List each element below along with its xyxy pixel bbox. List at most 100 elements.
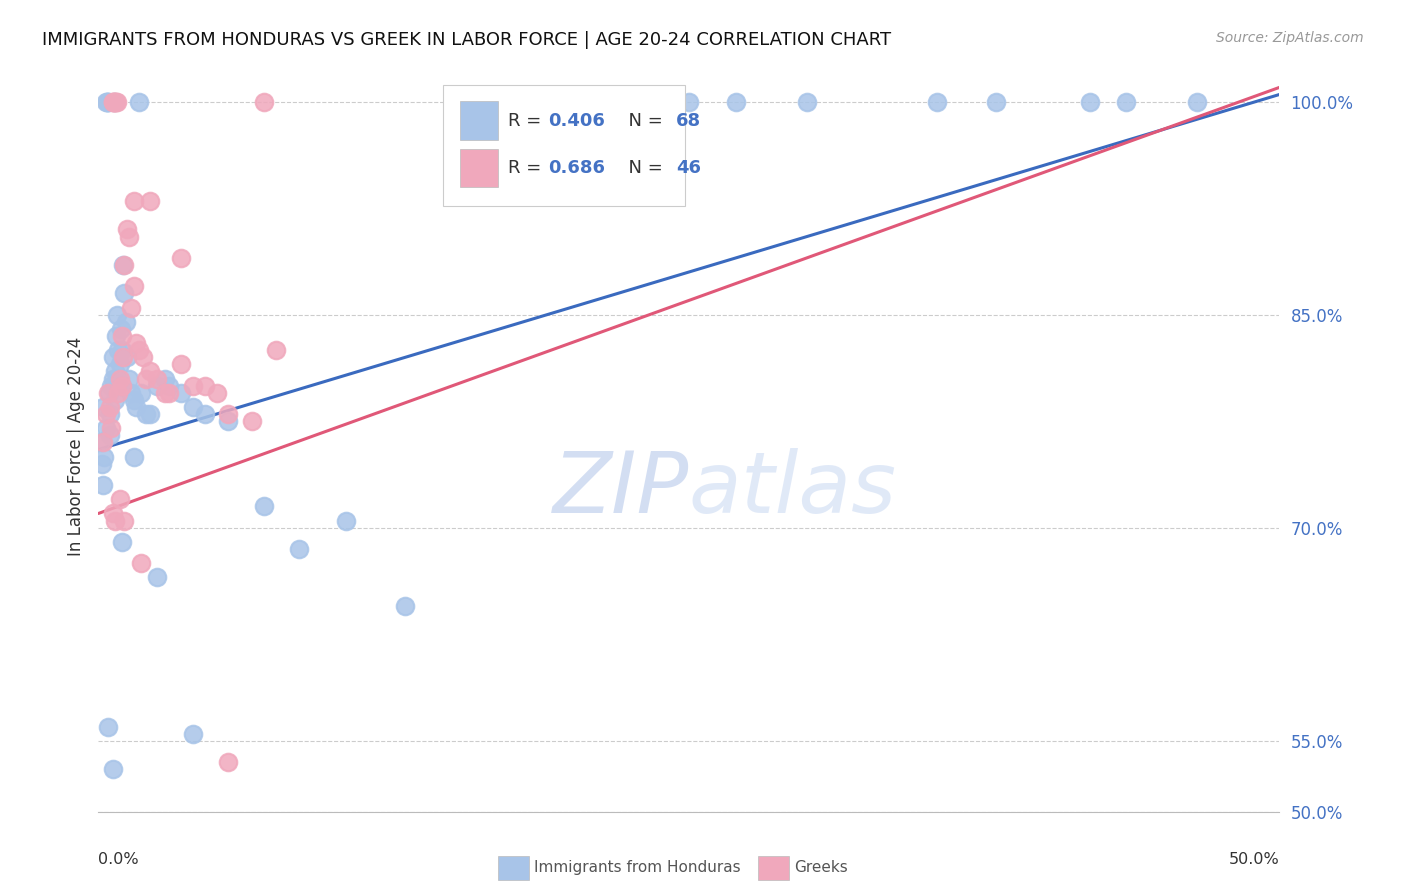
Point <box>97 719 120 733</box>
Point <box>115 350 138 364</box>
FancyBboxPatch shape <box>443 86 685 206</box>
Point <box>560 95 582 109</box>
Point <box>105 371 128 385</box>
Point <box>111 329 134 343</box>
Point <box>115 222 138 236</box>
Point <box>118 371 141 385</box>
Point <box>105 308 128 322</box>
Point <box>112 514 135 528</box>
Point <box>139 364 162 378</box>
Point <box>101 371 124 385</box>
Point <box>122 194 145 208</box>
FancyBboxPatch shape <box>460 149 498 187</box>
Point <box>107 343 129 358</box>
Point <box>157 385 180 400</box>
Point <box>111 378 134 392</box>
Point <box>121 301 143 315</box>
Point <box>146 570 169 584</box>
Point <box>125 400 148 414</box>
Point <box>135 371 157 385</box>
Point <box>111 534 134 549</box>
Point <box>135 407 157 421</box>
Point <box>240 414 263 428</box>
Point <box>98 385 121 400</box>
Point <box>91 457 114 471</box>
Point <box>925 95 948 109</box>
Text: Immigrants from Honduras: Immigrants from Honduras <box>534 860 741 874</box>
Point <box>1185 95 1208 109</box>
Point <box>335 514 357 528</box>
Text: atlas: atlas <box>689 449 897 532</box>
Point <box>253 500 276 514</box>
Text: 0.406: 0.406 <box>548 112 605 129</box>
Point <box>94 407 117 421</box>
Point <box>264 343 287 358</box>
Text: 68: 68 <box>676 112 702 129</box>
Point <box>153 385 176 400</box>
Text: 50.0%: 50.0% <box>1229 852 1279 867</box>
Point <box>217 407 239 421</box>
Point <box>104 514 127 528</box>
Point <box>94 421 117 435</box>
Point <box>96 95 118 109</box>
Point <box>101 95 124 109</box>
Point <box>103 95 125 109</box>
Point <box>121 385 143 400</box>
Point <box>984 95 1007 109</box>
Point <box>139 407 162 421</box>
Point <box>98 407 121 421</box>
Point <box>170 357 193 371</box>
Point <box>93 450 115 464</box>
Text: N =: N = <box>617 112 668 129</box>
Point <box>122 450 145 464</box>
Point <box>91 435 114 450</box>
Point <box>128 95 150 109</box>
Point <box>129 556 152 570</box>
Point <box>181 400 204 414</box>
Point <box>122 279 145 293</box>
Point <box>110 322 132 336</box>
Point <box>101 95 124 109</box>
Point <box>114 315 136 329</box>
Point <box>146 371 169 385</box>
Point <box>112 258 135 272</box>
Point <box>170 251 193 265</box>
Point <box>118 229 141 244</box>
Point <box>139 194 162 208</box>
Text: 0.686: 0.686 <box>548 159 606 177</box>
Point <box>101 762 124 776</box>
Point <box>217 414 239 428</box>
Point <box>112 286 135 301</box>
Point <box>181 726 204 740</box>
Point <box>477 95 499 109</box>
Point <box>91 478 114 492</box>
Text: 0.0%: 0.0% <box>98 852 139 867</box>
Point <box>97 385 120 400</box>
Text: Source: ZipAtlas.com: Source: ZipAtlas.com <box>1216 31 1364 45</box>
Point <box>146 378 169 392</box>
Text: N =: N = <box>617 159 668 177</box>
Point <box>112 258 135 272</box>
Text: R =: R = <box>508 159 547 177</box>
Point <box>194 407 217 421</box>
Text: IMMIGRANTS FROM HONDURAS VS GREEK IN LABOR FORCE | AGE 20-24 CORRELATION CHART: IMMIGRANTS FROM HONDURAS VS GREEK IN LAB… <box>42 31 891 49</box>
Point <box>100 421 122 435</box>
Point <box>194 378 217 392</box>
Point <box>97 95 120 109</box>
Point <box>678 95 700 109</box>
Point <box>217 755 239 769</box>
Point <box>108 371 131 385</box>
Point <box>101 350 124 364</box>
Point <box>253 95 276 109</box>
Point <box>157 378 180 392</box>
Point <box>91 400 114 414</box>
Point <box>132 350 155 364</box>
Point <box>122 392 145 407</box>
Point <box>105 95 128 109</box>
Point <box>98 428 121 442</box>
Point <box>129 385 152 400</box>
Point <box>153 371 176 385</box>
Point <box>619 95 641 109</box>
Point <box>94 95 117 109</box>
Point <box>1080 95 1102 109</box>
